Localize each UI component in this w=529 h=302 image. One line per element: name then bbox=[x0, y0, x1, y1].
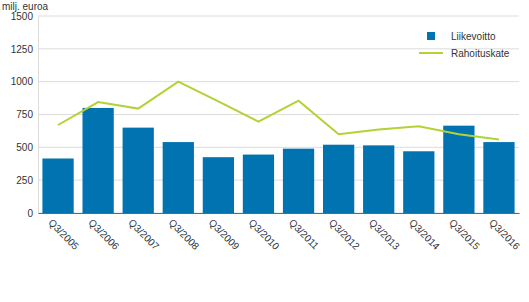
x-tick: Q3/2016 bbox=[487, 213, 522, 252]
x-axis: Q3/2005Q3/2006Q3/2007Q3/2008Q3/2009Q3/20… bbox=[39, 213, 523, 252]
x-tick-label: Q3/2006 bbox=[86, 217, 121, 252]
x-tick-label: Q3/2011 bbox=[287, 217, 322, 252]
plot: 0250500750100012501500Q3/2005Q3/2006Q3/2… bbox=[11, 11, 523, 253]
x-tick-label: Q3/2014 bbox=[407, 217, 442, 252]
x-tick: Q3/2010 bbox=[247, 213, 282, 252]
legend-swatch bbox=[427, 32, 435, 40]
bar bbox=[243, 155, 274, 213]
y-tick-label: 0 bbox=[27, 208, 33, 219]
x-tick-label: Q3/2007 bbox=[126, 217, 161, 252]
y-tick-label: 500 bbox=[16, 142, 33, 153]
x-tick-label: Q3/2009 bbox=[207, 217, 242, 252]
y-tick: 500 bbox=[16, 142, 38, 153]
y-tick-label: 250 bbox=[16, 175, 33, 186]
y-tick-label: 750 bbox=[16, 109, 33, 120]
y-tick: 0 bbox=[27, 208, 38, 219]
bar bbox=[363, 145, 394, 213]
x-tick-label: Q3/2008 bbox=[167, 217, 202, 252]
bar bbox=[403, 151, 434, 213]
grid-line bbox=[38, 16, 519, 17]
y-tick: 1000 bbox=[11, 76, 38, 87]
bar bbox=[203, 157, 234, 213]
x-tick: Q3/2005 bbox=[46, 213, 81, 252]
x-tick: Q3/2011 bbox=[287, 213, 322, 252]
grid-line bbox=[38, 48, 519, 49]
bar bbox=[163, 142, 194, 213]
bar bbox=[123, 128, 154, 213]
bar bbox=[443, 126, 474, 213]
y-tick: 1500 bbox=[11, 11, 38, 22]
x-tick-label: Q3/2013 bbox=[367, 217, 402, 252]
grid-line bbox=[38, 81, 519, 82]
x-tick: Q3/2009 bbox=[207, 213, 242, 252]
legend-label: Liikevoitto bbox=[451, 31, 496, 42]
y-axis-line bbox=[38, 17, 39, 214]
x-tick: Q3/2006 bbox=[86, 213, 121, 252]
x-tick: Q3/2012 bbox=[327, 213, 362, 252]
bar bbox=[323, 145, 354, 213]
y-tick-label: 1500 bbox=[11, 11, 34, 22]
x-tick-label: Q3/2015 bbox=[447, 217, 482, 252]
legend-swatch bbox=[419, 52, 443, 54]
x-tick-label: Q3/2005 bbox=[46, 217, 81, 252]
y-tick: 750 bbox=[16, 109, 38, 120]
y-tick-label: 1000 bbox=[11, 76, 34, 87]
bar bbox=[483, 142, 514, 213]
legend-label: Rahoituskate bbox=[451, 48, 510, 59]
bar bbox=[42, 158, 73, 213]
x-tick: Q3/2015 bbox=[447, 213, 482, 252]
bar bbox=[82, 108, 113, 213]
y-axis: 0 250 500 750 1000 1250 1500 bbox=[11, 11, 39, 219]
x-axis-line bbox=[39, 213, 520, 214]
legend-item: Liikevoitto bbox=[427, 31, 496, 42]
grid bbox=[38, 16, 519, 213]
legend: Liikevoitto Rahoituskate bbox=[419, 31, 510, 59]
x-tick: Q3/2013 bbox=[367, 213, 402, 252]
x-tick: Q3/2007 bbox=[126, 213, 161, 252]
bar bbox=[283, 149, 314, 213]
y-axis-title: milj. euroa bbox=[2, 1, 49, 12]
x-tick-label: Q3/2012 bbox=[327, 217, 362, 252]
y-tick: 250 bbox=[16, 175, 38, 186]
marks bbox=[42, 82, 514, 213]
y-tick-label: 1250 bbox=[11, 44, 34, 55]
x-tick-label: Q3/2016 bbox=[487, 217, 522, 252]
line bbox=[58, 82, 499, 140]
x-tick: Q3/2014 bbox=[407, 213, 442, 252]
legend-item: Rahoituskate bbox=[419, 48, 510, 59]
x-tick-label: Q3/2010 bbox=[247, 217, 282, 252]
x-tick: Q3/2008 bbox=[167, 213, 202, 252]
chart: 0250500750100012501500Q3/2005Q3/2006Q3/2… bbox=[0, 0, 529, 302]
y-tick: 1250 bbox=[11, 44, 38, 55]
